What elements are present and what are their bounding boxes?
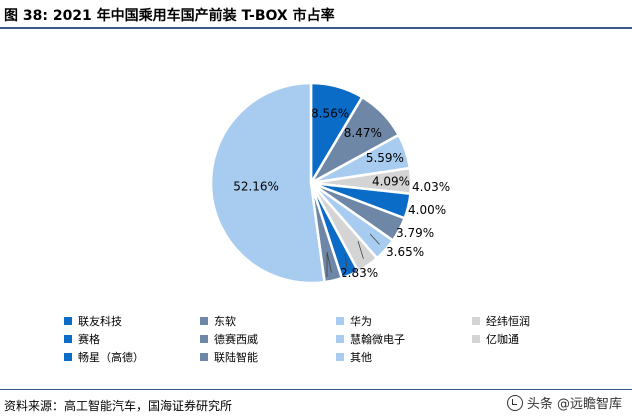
legend-label: 慧翰微电子 bbox=[350, 333, 405, 346]
watermark: 头条 @远瞻智库 bbox=[506, 393, 622, 412]
legend-swatch bbox=[472, 317, 480, 325]
legend-item: 华为 bbox=[336, 313, 372, 329]
data-label-4: 4.09% bbox=[372, 174, 410, 188]
legend-label: 亿咖通 bbox=[486, 333, 519, 346]
legend-item: 其他 bbox=[336, 349, 372, 365]
legend-item: 经纬恒润 bbox=[472, 313, 530, 329]
legend-swatch bbox=[336, 335, 344, 343]
legend-item: 赛格 bbox=[64, 331, 100, 347]
source-note: 资料来源：高工智能汽车，国海证券研究所 bbox=[4, 399, 233, 413]
legend-swatch bbox=[336, 353, 344, 361]
pie-chart: 8.56% 8.47% 5.59% 4.09% 4.03% 4.00% 3.79% 3.65%… bbox=[209, 81, 450, 285]
leader-line-9 bbox=[344, 253, 348, 268]
legend-label: 畅星（高德） bbox=[78, 351, 144, 364]
legend-label: 赛格 bbox=[78, 333, 100, 346]
legend-label: 德赛西威 bbox=[214, 333, 258, 346]
legend-item: 畅星（高德） bbox=[64, 349, 144, 365]
leader-line-10 bbox=[326, 251, 332, 277]
legend-item: 东软 bbox=[200, 313, 236, 329]
legend-label: 东软 bbox=[214, 315, 236, 328]
data-label-8: 3.65% bbox=[386, 245, 424, 259]
data-label-5: 4.03% bbox=[412, 180, 450, 194]
legend-item: 慧翰微电子 bbox=[336, 331, 405, 347]
pie-slice-11 bbox=[209, 81, 326, 285]
legend-item: 联友科技 bbox=[64, 313, 122, 329]
data-label-7: 3.79% bbox=[396, 226, 434, 240]
legend-label: 联友科技 bbox=[78, 315, 122, 328]
legend-label: 华为 bbox=[350, 315, 372, 328]
data-label-11: 52.16% bbox=[233, 180, 279, 194]
data-label-6: 4.00% bbox=[408, 203, 446, 217]
legend-swatch bbox=[64, 335, 72, 343]
data-label-9: 2.83% bbox=[340, 266, 378, 280]
legend-label: 经纬恒润 bbox=[486, 315, 530, 328]
title-bar: 图 38: 2021 年中国乘用车国产前装 T-BOX 市占率 bbox=[0, 0, 632, 29]
legend-item: 联陆智能 bbox=[200, 349, 258, 365]
data-label-2: 8.47% bbox=[344, 126, 382, 140]
legend-swatch bbox=[64, 317, 72, 325]
leader-line-8 bbox=[357, 240, 364, 259]
leader-line-7 bbox=[369, 233, 380, 245]
legend-label: 其他 bbox=[350, 351, 372, 364]
legend-swatch bbox=[200, 335, 208, 343]
legend-swatch bbox=[200, 317, 208, 325]
legend-swatch bbox=[336, 317, 344, 325]
watermark-logo-icon bbox=[506, 394, 523, 411]
data-label-1: 8.56% bbox=[311, 107, 349, 121]
watermark-text: 头条 @远瞻智库 bbox=[526, 397, 622, 412]
legend-item: 亿咖通 bbox=[472, 331, 519, 347]
page-title: 图 38: 2021 年中国乘用车国产前装 T-BOX 市占率 bbox=[4, 8, 335, 24]
data-label-3: 5.59% bbox=[366, 151, 404, 165]
legend-item: 德赛西威 bbox=[200, 331, 258, 347]
legend-label: 联陆智能 bbox=[214, 351, 258, 364]
legend-swatch bbox=[64, 353, 72, 361]
source-divider bbox=[0, 389, 632, 390]
legend-swatch bbox=[472, 335, 480, 343]
legend-swatch bbox=[200, 353, 208, 361]
title-divider bbox=[0, 27, 632, 29]
